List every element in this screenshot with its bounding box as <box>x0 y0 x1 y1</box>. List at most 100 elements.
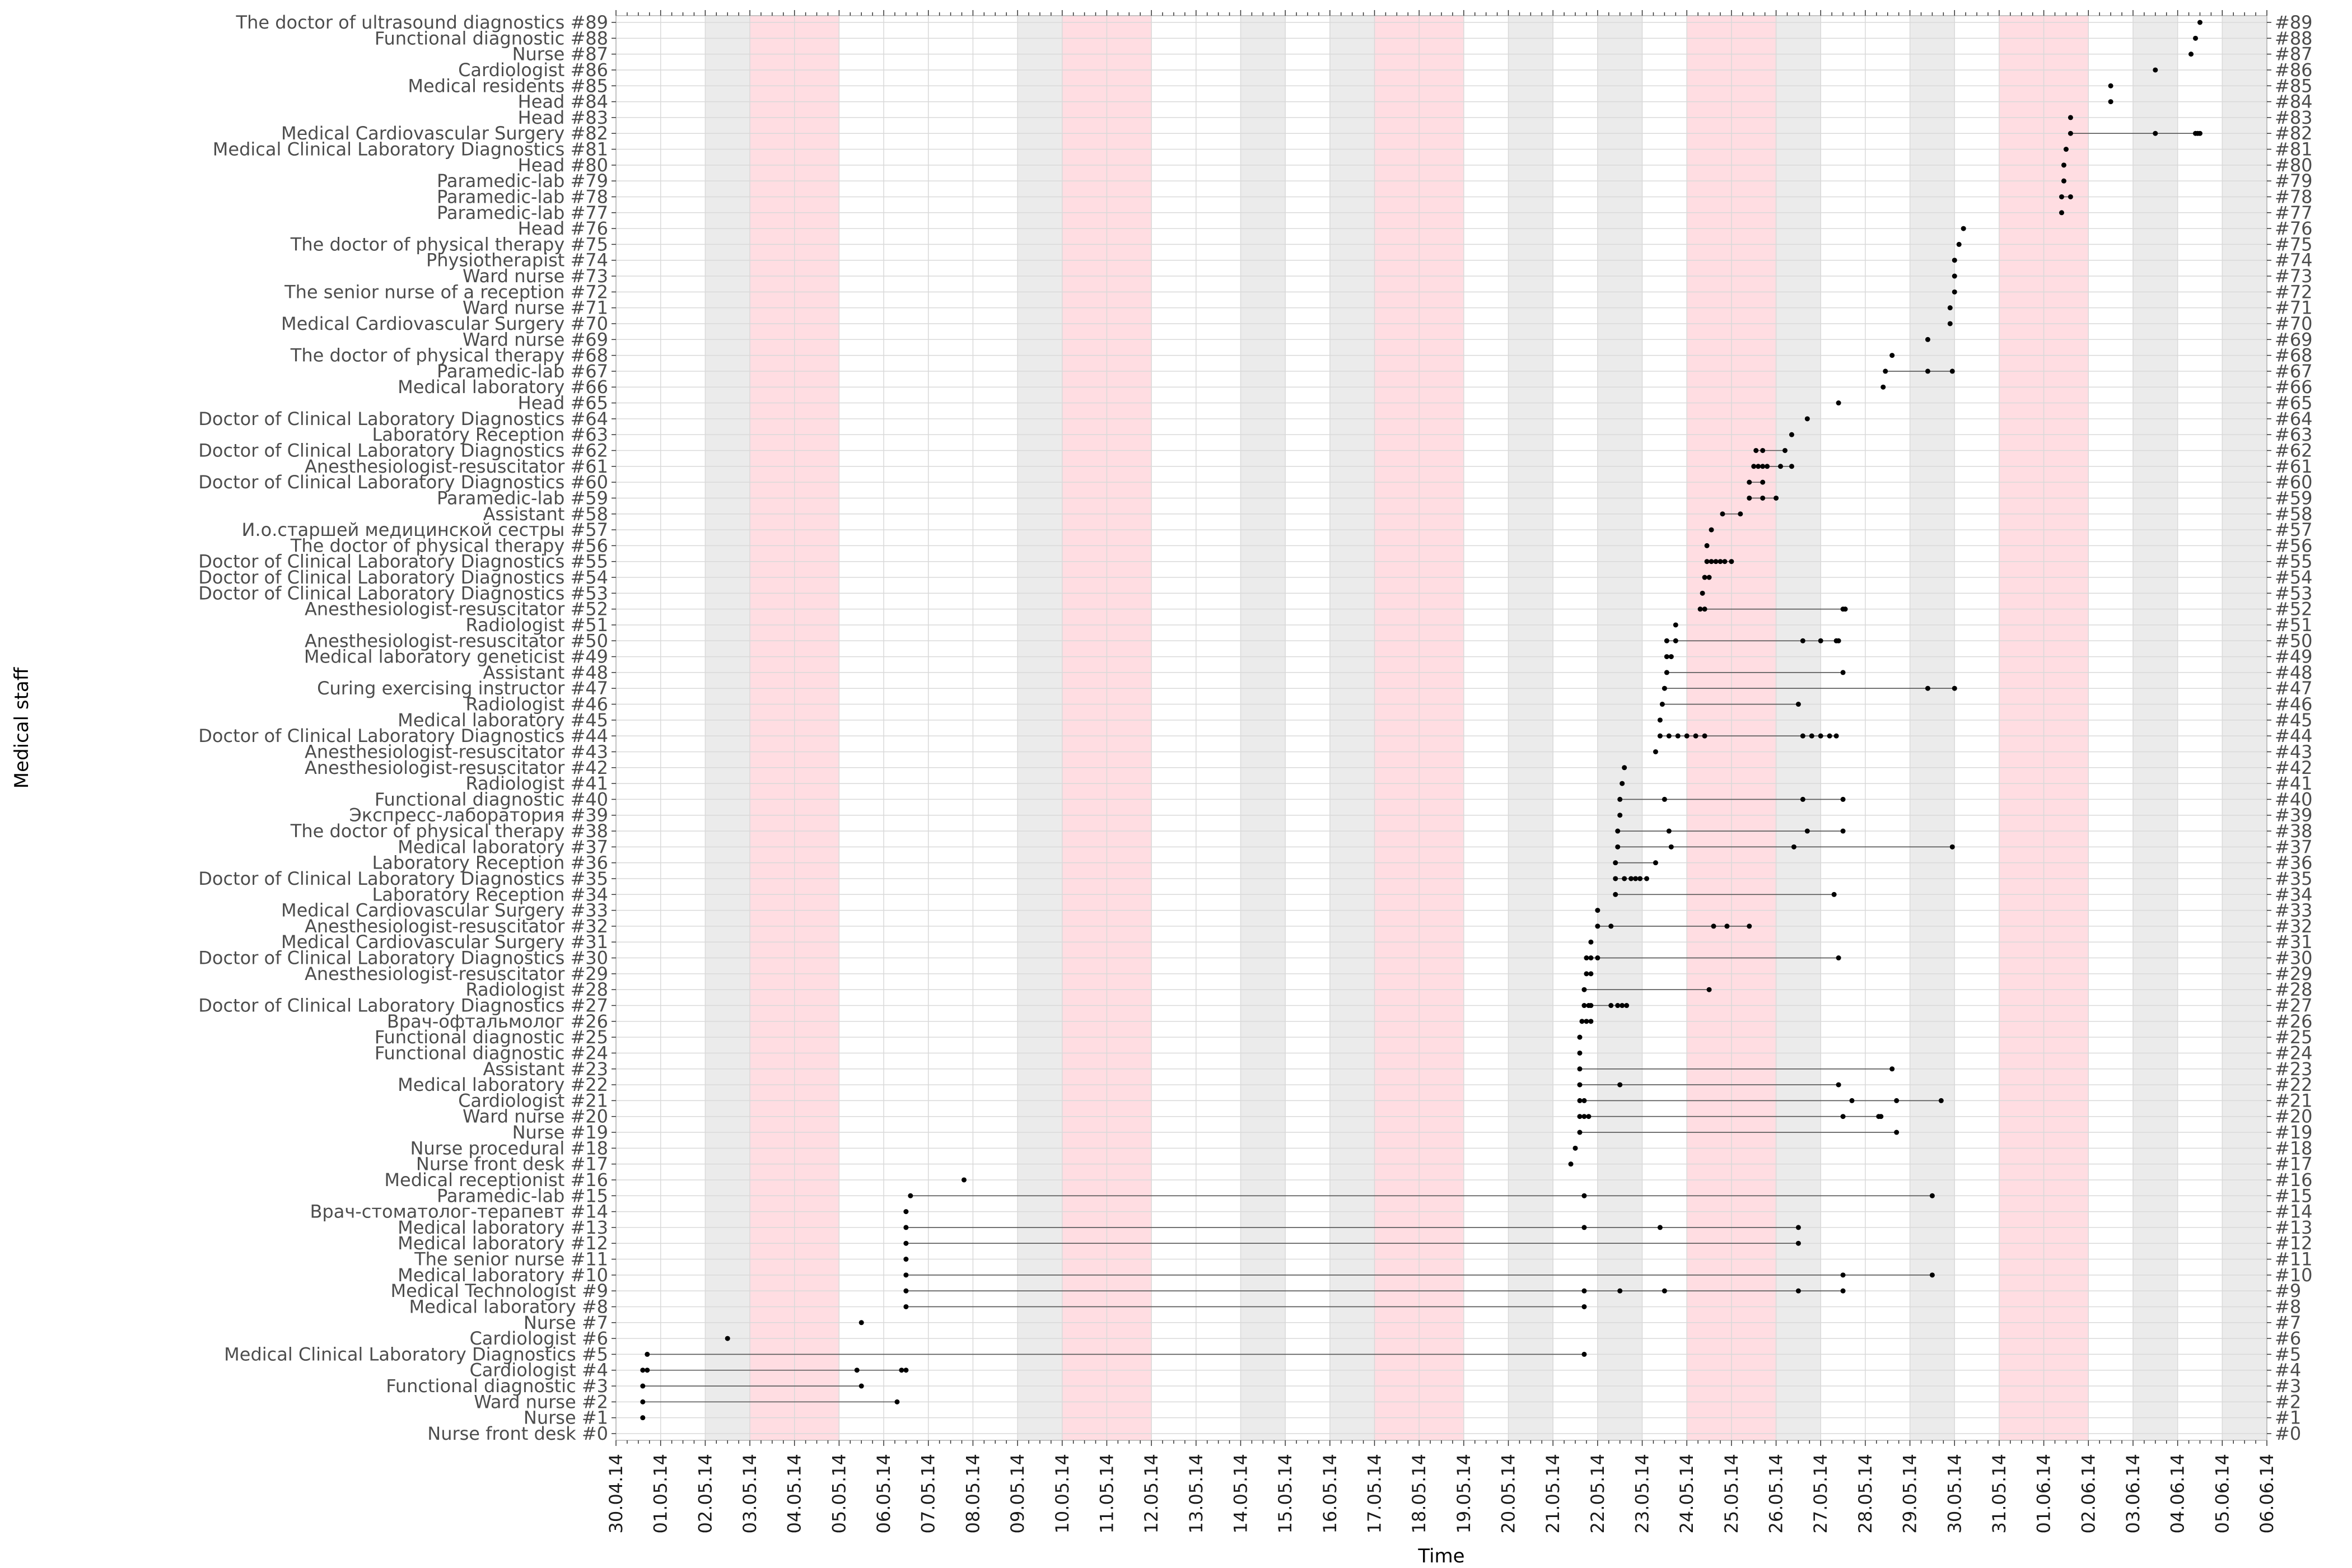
event-point <box>903 1240 909 1246</box>
event-point <box>1608 1003 1614 1009</box>
event-point <box>1617 813 1623 818</box>
x-tick-label: 20.05.14 <box>1498 1454 1519 1534</box>
y-tick-label: Doctor of Clinical Laboratory Diagnostic… <box>198 868 608 889</box>
event-point <box>961 1177 967 1183</box>
y-tick-label-right: #26 <box>2275 1011 2313 1032</box>
event-point <box>1753 447 1759 453</box>
y-tick-label-right: #3 <box>2275 1375 2301 1397</box>
y-tick-label: Medical residents #85 <box>408 75 608 96</box>
event-point <box>1765 464 1770 469</box>
x-tick-label: 15.05.14 <box>1275 1454 1296 1534</box>
event-point <box>1595 955 1600 961</box>
y-tick-label: Врач-офтальмолог #26 <box>387 1011 608 1032</box>
y-tick-label: Paramedic-lab #78 <box>437 186 608 207</box>
y-tick-label: Ward nurse #69 <box>463 329 608 350</box>
x-tick-label: 19.05.14 <box>1453 1454 1474 1534</box>
y-tick-label-right: #4 <box>2275 1360 2301 1381</box>
event-point <box>1840 1272 1846 1278</box>
y-tick-label: Radiologist #41 <box>465 773 608 794</box>
x-tick-label: 09.05.14 <box>1007 1454 1028 1534</box>
event-point <box>1729 559 1734 564</box>
y-tick-label: The doctor of physical therapy #68 <box>290 345 608 366</box>
y-tick-label: Radiologist #28 <box>465 979 608 1000</box>
y-tick-label: Paramedic-lab #77 <box>437 202 608 223</box>
x-tick-label: 02.05.14 <box>694 1454 716 1534</box>
event-point <box>1706 575 1712 580</box>
event-point <box>1800 733 1805 739</box>
x-axis-title: Time <box>1417 1545 1464 1567</box>
y-tick-label-right: #23 <box>2275 1058 2313 1080</box>
event-point <box>1800 638 1805 643</box>
event-point <box>1622 765 1627 771</box>
y-tick-label-right: #46 <box>2275 694 2313 715</box>
y-tick-label-right: #52 <box>2275 599 2313 620</box>
y-tick-label: Assistant #23 <box>483 1058 608 1080</box>
y-tick-label-right: #45 <box>2275 710 2313 731</box>
y-tick-label: Medical laboratory #22 <box>398 1074 608 1095</box>
event-point <box>854 1368 860 1373</box>
event-point <box>1675 733 1681 739</box>
event-point <box>1760 495 1766 501</box>
event-point <box>1789 432 1794 437</box>
event-point <box>1894 1098 1900 1103</box>
event-point <box>1588 1019 1594 1024</box>
event-point <box>2061 162 2066 168</box>
y-tick-label-right: #80 <box>2275 155 2313 176</box>
y-tick-label-right: #74 <box>2275 250 2313 271</box>
x-tick-label: 05.06.14 <box>2211 1454 2233 1534</box>
event-point <box>1833 733 1839 739</box>
event-point <box>645 1368 650 1373</box>
event-point <box>640 1415 646 1421</box>
event-point <box>1617 796 1623 802</box>
event-point <box>1747 923 1752 929</box>
y-tick-label: Doctor of Clinical Laboratory Diagnostic… <box>198 582 608 604</box>
y-tick-label-right: #87 <box>2275 44 2313 65</box>
x-tick-label: 01.05.14 <box>650 1454 671 1534</box>
event-point <box>1572 1145 1578 1151</box>
y-tick-label-right: #71 <box>2275 297 2313 319</box>
y-tick-label: Laboratory Reception #36 <box>372 852 608 874</box>
event-point <box>1880 384 1886 390</box>
event-point <box>2061 178 2066 184</box>
event-point <box>1925 685 1930 691</box>
y-tick-label: Medical Technologist #9 <box>390 1280 608 1301</box>
event-point <box>1804 828 1810 834</box>
event-point <box>2197 130 2202 136</box>
y-tick-label-right: #44 <box>2275 725 2313 746</box>
event-point <box>1795 1225 1801 1230</box>
event-point <box>1584 1019 1589 1024</box>
y-tick-label-right: #55 <box>2275 551 2313 572</box>
y-tick-label-right: #70 <box>2275 313 2313 334</box>
event-point <box>1617 1288 1623 1294</box>
y-tick-label: Head #80 <box>518 155 608 176</box>
x-tick-label: 30.04.14 <box>605 1454 627 1534</box>
y-tick-label-right: #42 <box>2275 757 2313 778</box>
event-point <box>1952 685 1957 691</box>
event-point <box>1673 638 1678 643</box>
y-tick-label: Paramedic-lab #15 <box>437 1185 608 1206</box>
y-tick-label: Radiologist #51 <box>465 614 608 636</box>
grid-lines <box>615 15 2267 1441</box>
y-tick-label-right: #66 <box>2275 376 2313 398</box>
event-point <box>1581 1304 1587 1309</box>
y-tick-label: The doctor of physical therapy #56 <box>290 535 608 556</box>
y-tick-label-right: #60 <box>2275 472 2313 493</box>
x-tick-label: 30.05.14 <box>1944 1454 1965 1534</box>
y-tick-label-right: #37 <box>2275 836 2313 857</box>
y-tick-label-right: #13 <box>2275 1217 2313 1238</box>
event-point <box>899 1368 904 1373</box>
event-point <box>1952 258 1957 263</box>
y-tick-label-right: #49 <box>2275 646 2313 668</box>
event-point <box>1584 955 1589 961</box>
event-point <box>1949 368 1955 374</box>
y-tick-label-right: #25 <box>2275 1026 2313 1048</box>
y-tick-label-right: #39 <box>2275 805 2313 826</box>
event-point <box>1724 923 1730 929</box>
y-tick-label: Head #76 <box>518 218 608 239</box>
event-point <box>1613 876 1618 881</box>
event-point <box>1713 559 1719 564</box>
y-tick-label: Экспресс-лаборатория #39 <box>349 805 609 826</box>
event-point <box>1925 337 1930 342</box>
y-tick-label-right: #85 <box>2275 75 2313 96</box>
